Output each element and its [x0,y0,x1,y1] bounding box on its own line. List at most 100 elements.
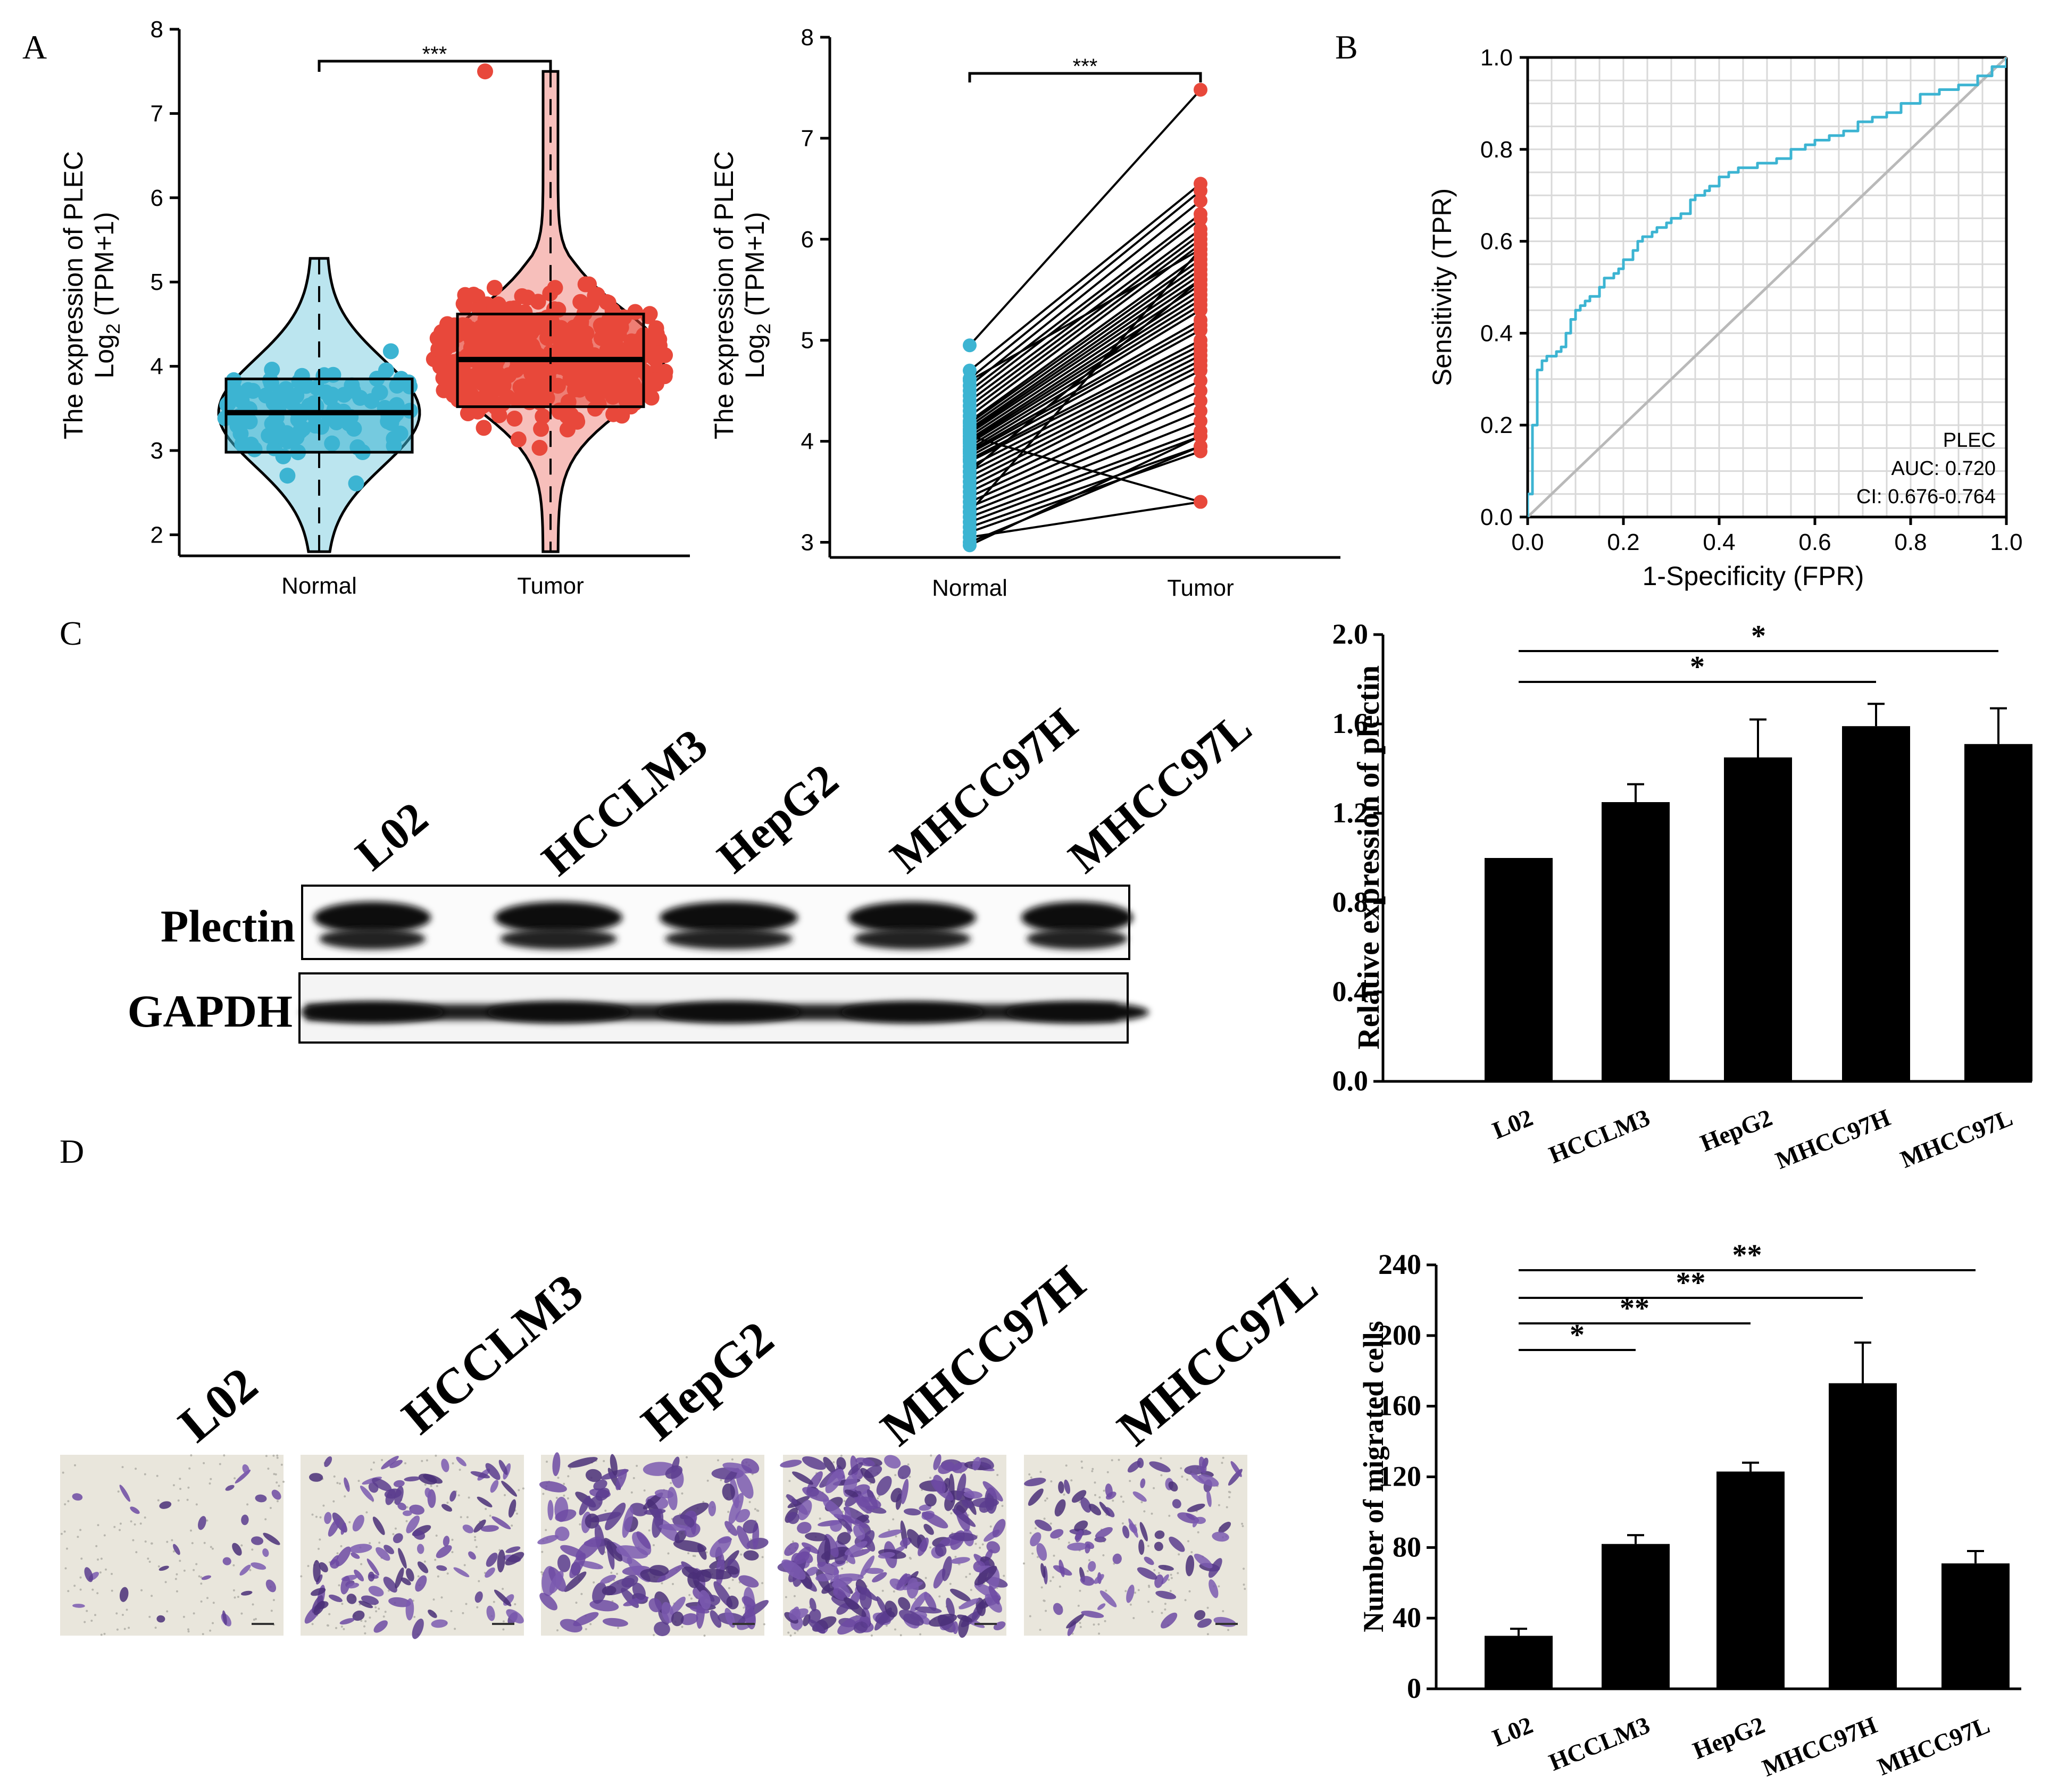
stained-cell [251,1536,264,1545]
membrane-pore [787,1631,790,1634]
membrane-pore [187,1486,190,1489]
migration-image-hcclm3 [300,1454,524,1639]
membrane-pore [232,1589,235,1591]
membrane-pore [195,1503,198,1506]
membrane-pore [252,1603,254,1606]
membrane-pore [894,1474,897,1477]
membrane-pore [541,1551,544,1553]
stained-cell [1088,1561,1096,1572]
stained-cell [743,1519,759,1534]
stained-cell [539,1481,567,1493]
membrane-pore [706,1479,709,1482]
b-xtick-label-1.0: 1.0 [1990,529,2022,555]
a1-point-tumor [656,368,673,385]
stained-cell [910,1591,928,1613]
stained-cell [405,1598,414,1621]
stained-cell [737,1526,751,1549]
membrane-pore [269,1507,272,1509]
membrane-pore [209,1482,211,1485]
a1-point-tumor [490,296,506,313]
membrane-pore [1028,1473,1031,1476]
stained-cell [339,1618,355,1625]
a1-ytick-label-3: 3 [151,438,163,464]
plectin-band-upper [660,902,798,933]
membrane-pore [128,1627,130,1629]
plectin-band-upper [1021,902,1133,933]
migration-image-l02 [60,1454,285,1636]
membrane-pore [246,1503,249,1506]
stained-cell [959,1598,980,1610]
migration-image-mhcc97h [777,1454,1008,1638]
stained-cell [225,1485,235,1491]
membrane-pore [319,1538,321,1541]
membrane-pore [394,1527,397,1530]
blot-lane-label-mhcc97h: MHCC97H [881,698,1087,883]
stained-cell [501,1480,518,1497]
a2-ytick-label-3: 3 [801,530,814,556]
membrane-pore [135,1468,137,1470]
membrane-pore [417,1575,420,1578]
membrane-pore [566,1497,569,1499]
d-ytick-label-160: 160 [1378,1390,1421,1422]
a2-point-tumor [1194,194,1207,208]
stained-cell [1154,1530,1165,1539]
membrane-pore [446,1572,449,1575]
membrane-pore [474,1539,477,1541]
stained-cell [722,1462,752,1474]
membrane-pore [172,1484,175,1487]
membrane-pore [200,1582,203,1585]
d-ylabel: Number of migrated cells [1357,1321,1389,1632]
a2-pair-line [969,289,1202,440]
membrane-pore [516,1512,518,1515]
c-xlabel-l02: L02 [1489,1104,1537,1144]
stained-cell [453,1567,470,1578]
stained-cell [722,1483,735,1501]
membrane-pore [1087,1570,1089,1572]
membrane-pore [502,1628,505,1631]
stained-cell [319,1562,328,1573]
membrane-pore [1102,1554,1105,1556]
membrane-pore [1197,1531,1199,1533]
stained-cell [397,1502,407,1511]
stained-cell [72,1493,83,1501]
a2-pair-line [969,190,1202,380]
stained-cell [255,1494,267,1503]
stained-cell [368,1586,384,1597]
panel-label-a: A [22,28,47,66]
membrane-pore [251,1548,254,1551]
a2-point-tumor [1194,384,1207,398]
stained-cell [508,1499,516,1518]
membrane-pore [1081,1466,1084,1469]
a1-point-tumor [531,439,548,456]
stained-cell [239,1564,251,1576]
stained-cell [372,1516,385,1535]
a2-xlabel-tumor: Tumor [1167,575,1234,601]
membrane-pore [338,1482,341,1485]
stained-cell [352,1610,365,1621]
membrane-pore [1091,1468,1094,1470]
stained-cell [1154,1541,1163,1552]
a1-ytick-label-7: 7 [151,101,163,127]
membrane-pore [974,1543,977,1545]
membrane-pore [126,1608,128,1611]
stained-cell [831,1577,853,1588]
membrane-pore [90,1620,93,1622]
membrane-pore [522,1487,524,1490]
stained-cell [837,1615,863,1635]
a2-pair-line [969,238,1202,412]
a2-ytick-label-4: 4 [801,429,814,455]
stained-cell [1194,1553,1213,1569]
stained-cell [1144,1556,1154,1565]
membrane-pore [743,1606,745,1609]
stained-cell [1067,1543,1088,1551]
membrane-pore [1046,1497,1048,1500]
membrane-pore [172,1550,175,1553]
membrane-pore [545,1529,547,1531]
membrane-pore [1079,1589,1081,1592]
membrane-pore [424,1483,427,1486]
membrane-pore [151,1595,153,1597]
membrane-pore [670,1482,672,1485]
stained-cell [423,1474,443,1484]
membrane-pore [176,1573,178,1576]
migration-label-hepg2: HepG2 [631,1311,784,1451]
